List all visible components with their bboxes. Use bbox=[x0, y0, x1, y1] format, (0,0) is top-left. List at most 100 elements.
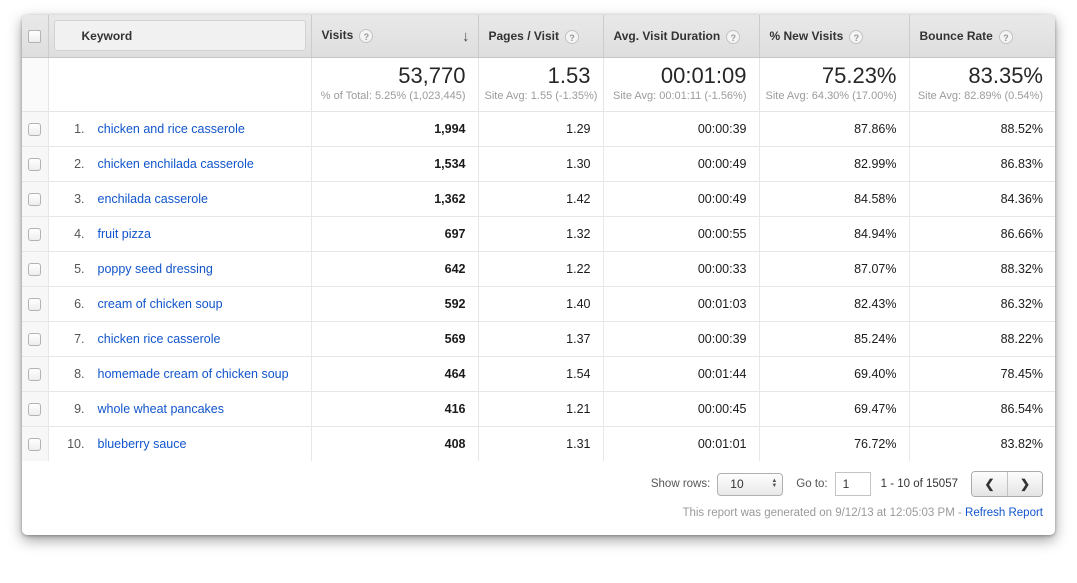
new-visits-value: 87.86% bbox=[759, 110, 910, 146]
row-checkbox[interactable] bbox=[28, 332, 42, 346]
visits-value: 697 bbox=[311, 215, 479, 251]
new-visits-value: 76.72% bbox=[759, 425, 910, 461]
help-icon[interactable]: ? bbox=[849, 29, 864, 44]
avg-visit-duration-value: 00:01:03 bbox=[603, 285, 760, 321]
summary-pages-total: 1.53 bbox=[547, 63, 591, 88]
keyword-link[interactable]: cream of chicken soup bbox=[97, 296, 223, 311]
new-visits-value: 84.94% bbox=[759, 215, 910, 251]
help-icon[interactable]: ? bbox=[359, 28, 374, 43]
visits-value: 592 bbox=[311, 285, 479, 321]
column-header-pages-per-visit[interactable]: Pages / Visit? bbox=[478, 15, 604, 58]
keyword-link[interactable]: chicken rice casserole bbox=[97, 331, 221, 346]
help-icon[interactable]: ? bbox=[564, 29, 579, 44]
summary-keyword-cell bbox=[48, 57, 312, 112]
summary-duration-subtext: Site Avg: 00:01:11 (-1.56%) bbox=[612, 90, 747, 102]
column-header-visits[interactable]: Visits? ↓ bbox=[311, 15, 479, 58]
table-row: 7. chicken rice casserole 569 1.37 00:00:… bbox=[22, 320, 1055, 356]
row-checkbox-cell bbox=[22, 285, 49, 321]
row-checkbox-cell bbox=[22, 250, 49, 286]
help-icon[interactable]: ? bbox=[726, 29, 741, 44]
summary-visits-subtext: % of Total: 5.25% (1,023,445) bbox=[320, 90, 466, 102]
column-label: % New Visits bbox=[769, 28, 844, 43]
row-checkbox-cell bbox=[22, 145, 49, 181]
primary-dimension-box[interactable]: Keyword bbox=[53, 20, 306, 52]
keyword-link[interactable]: chicken enchilada casserole bbox=[97, 156, 254, 171]
summary-pages-subtext: Site Avg: 1.55 (-1.35%) bbox=[484, 90, 598, 102]
keyword-link[interactable]: fruit pizza bbox=[97, 226, 152, 241]
row-checkbox[interactable] bbox=[28, 437, 42, 451]
table-pagination-bar: Show rows: 10 ▲▼ Go to: 1 - 10 of 15057 … bbox=[22, 461, 1055, 497]
select-all-checkbox[interactable] bbox=[28, 29, 42, 43]
table-row: 9. whole wheat pancakes 416 1.21 00:00:45… bbox=[22, 390, 1055, 426]
row-checkbox[interactable] bbox=[28, 262, 42, 276]
avg-visit-duration-value: 00:00:49 bbox=[603, 180, 760, 216]
new-visits-value: 84.58% bbox=[759, 180, 910, 216]
pages-per-visit-value: 1.32 bbox=[478, 215, 604, 251]
bounce-rate-value: 84.36% bbox=[909, 180, 1055, 216]
keyword-link[interactable]: chicken and rice casserole bbox=[97, 121, 245, 136]
row-checkbox-cell bbox=[22, 180, 49, 216]
summary-new-visits: 75.23% Site Avg: 64.30% (17.00%) bbox=[759, 57, 910, 112]
row-checkbox[interactable] bbox=[28, 157, 42, 171]
row-rank: 3. bbox=[74, 191, 85, 206]
next-page-button[interactable]: ❯ bbox=[1007, 472, 1042, 496]
goto-page-input[interactable] bbox=[834, 472, 871, 496]
help-icon[interactable]: ? bbox=[998, 29, 1013, 44]
avg-visit-duration-value: 00:00:33 bbox=[603, 250, 760, 286]
column-header-keyword[interactable]: Keyword bbox=[48, 15, 312, 58]
bounce-rate-value: 88.22% bbox=[909, 320, 1055, 356]
table-row: 6. cream of chicken soup 592 1.40 00:01:0… bbox=[22, 285, 1055, 321]
visits-value: 408 bbox=[311, 425, 479, 461]
refresh-report-link[interactable]: Refresh Report bbox=[965, 507, 1043, 519]
pages-per-visit-value: 1.29 bbox=[478, 110, 604, 146]
row-checkbox[interactable] bbox=[28, 367, 42, 381]
select-all-cell bbox=[22, 15, 49, 58]
column-header-new-visits[interactable]: % New Visits? bbox=[759, 15, 910, 58]
row-checkbox-cell bbox=[22, 110, 49, 146]
sort-descending-icon: ↓ bbox=[462, 27, 470, 45]
row-checkbox-cell bbox=[22, 355, 49, 391]
bounce-rate-value: 78.45% bbox=[909, 355, 1055, 391]
report-generated-text: This report was generated on 9/12/13 at … bbox=[682, 507, 962, 519]
row-checkbox[interactable] bbox=[28, 227, 42, 241]
table-row: 8. homemade cream of chicken soup 464 1.5… bbox=[22, 355, 1055, 391]
row-checkbox[interactable] bbox=[28, 402, 42, 416]
row-checkbox[interactable] bbox=[28, 297, 42, 311]
column-label: Visits bbox=[321, 27, 354, 42]
keyword-link[interactable]: blueberry sauce bbox=[97, 436, 187, 451]
keywords-table: Keyword Visits? ↓ Pages / Visit? Avg. Vi… bbox=[22, 15, 1055, 461]
summary-duration-total: 00:01:09 bbox=[660, 63, 747, 88]
avg-visit-duration-value: 00:00:39 bbox=[603, 110, 760, 146]
avg-visit-duration-value: 00:00:49 bbox=[603, 145, 760, 181]
show-rows-label: Show rows: bbox=[650, 478, 711, 490]
column-header-avg-visit-duration[interactable]: Avg. Visit Duration? bbox=[603, 15, 760, 58]
pages-per-visit-value: 1.22 bbox=[478, 250, 604, 286]
new-visits-value: 87.07% bbox=[759, 250, 910, 286]
row-rank: 4. bbox=[74, 226, 85, 241]
column-header-bounce-rate[interactable]: Bounce Rate? bbox=[909, 15, 1055, 58]
pages-per-visit-value: 1.30 bbox=[478, 145, 604, 181]
keyword-link[interactable]: whole wheat pancakes bbox=[97, 401, 224, 416]
row-checkbox[interactable] bbox=[28, 122, 42, 136]
show-rows-select[interactable]: 10 ▲ ▼ bbox=[717, 472, 784, 496]
summary-avg-visit-duration: 00:01:09 Site Avg: 00:01:11 (-1.56%) bbox=[603, 57, 760, 112]
pager: ❮ ❯ bbox=[971, 471, 1043, 497]
goto-label: Go to: bbox=[796, 478, 828, 490]
previous-page-button[interactable]: ❮ bbox=[972, 472, 1007, 496]
report-generated-note: This report was generated on 9/12/13 at … bbox=[22, 497, 1055, 535]
analytics-report-card: Keyword Visits? ↓ Pages / Visit? Avg. Vi… bbox=[22, 15, 1055, 535]
keyword-link[interactable]: enchilada casserole bbox=[97, 191, 209, 206]
stepper-icon: ▲ ▼ bbox=[771, 478, 778, 489]
summary-bounce-subtext: Site Avg: 82.89% (0.54%) bbox=[917, 90, 1043, 102]
row-rank: 5. bbox=[74, 261, 85, 276]
summary-new-visits-subtext: Site Avg: 64.30% (17.00%) bbox=[765, 90, 897, 102]
avg-visit-duration-value: 00:00:45 bbox=[603, 390, 760, 426]
row-checkbox-cell bbox=[22, 390, 49, 426]
row-checkbox[interactable] bbox=[28, 192, 42, 206]
column-label: Bounce Rate bbox=[919, 28, 993, 43]
keyword-link[interactable]: homemade cream of chicken soup bbox=[97, 366, 289, 381]
keyword-link[interactable]: poppy seed dressing bbox=[97, 261, 213, 276]
row-rank: 1. bbox=[74, 121, 85, 136]
summary-bounce-total: 83.35% bbox=[968, 63, 1043, 88]
row-checkbox-cell bbox=[22, 320, 49, 356]
